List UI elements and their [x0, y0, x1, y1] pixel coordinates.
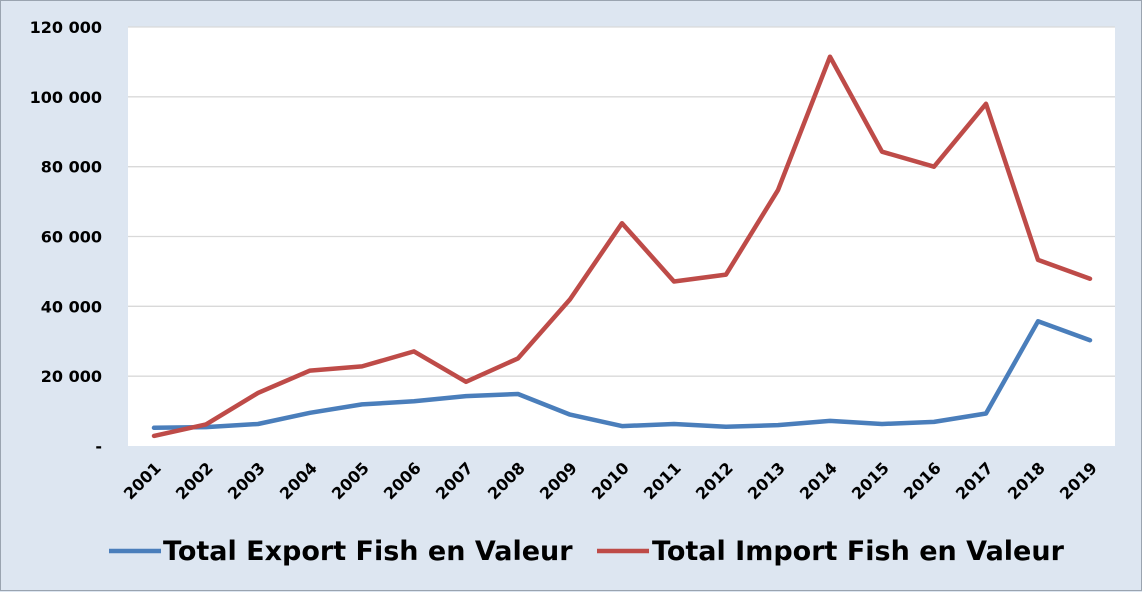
x-tick-label: 2014 — [796, 458, 841, 503]
data-point — [465, 381, 467, 383]
data-point — [985, 413, 987, 415]
data-point — [829, 420, 831, 422]
x-tick-label: 2006 — [380, 458, 425, 503]
data-point — [621, 425, 623, 427]
data-point — [725, 426, 727, 428]
legend-label: Total Export Fish en Valeur — [163, 536, 573, 567]
y-tick-label: 80 000 — [41, 158, 102, 177]
x-tick-label: 2005 — [328, 458, 373, 503]
data-point — [465, 395, 467, 397]
y-tick-label: 120 000 — [30, 18, 102, 37]
x-tick-label: 2011 — [640, 458, 685, 503]
data-point — [257, 392, 259, 394]
x-tick-label: 2015 — [848, 458, 893, 503]
x-tick-label: 2016 — [900, 458, 945, 503]
y-tick-label: 20 000 — [41, 367, 102, 386]
data-point — [621, 222, 623, 224]
x-tick-label: 2010 — [588, 458, 633, 503]
data-point — [829, 56, 831, 58]
data-point — [361, 365, 363, 367]
data-point — [881, 423, 883, 425]
x-tick-label: 2009 — [536, 458, 581, 503]
series-lines — [151, 54, 1093, 439]
data-point — [205, 426, 207, 428]
data-point — [673, 423, 675, 425]
data-point — [881, 151, 883, 153]
data-point — [517, 393, 519, 395]
y-tick-label: - — [95, 437, 102, 456]
data-point — [205, 423, 207, 425]
data-point — [1089, 339, 1091, 341]
data-point — [413, 400, 415, 402]
x-tick-label: 2002 — [172, 458, 217, 503]
data-point — [569, 298, 571, 300]
data-point — [153, 435, 155, 437]
data-point — [1037, 259, 1039, 261]
legend-label: Total Import Fish en Valeur — [652, 536, 1065, 567]
data-point — [725, 274, 727, 276]
data-point — [777, 424, 779, 426]
y-tick-label: 100 000 — [30, 88, 102, 107]
data-point — [1037, 320, 1039, 322]
x-tick-label: 2019 — [1056, 458, 1101, 503]
data-point — [309, 412, 311, 414]
x-axis-ticks: 2001 2002 2003 2004 2005 2006 2007 2008 2009 2010… — [120, 458, 1101, 503]
data-point — [777, 189, 779, 191]
data-point — [517, 357, 519, 359]
data-point — [985, 103, 987, 105]
x-tick-label: 2001 — [120, 458, 165, 503]
y-tick-label: 40 000 — [41, 297, 102, 316]
x-tick-label: 2012 — [692, 458, 737, 503]
data-point — [673, 281, 675, 283]
data-point — [569, 414, 571, 416]
x-tick-label: 2008 — [484, 458, 529, 503]
data-point — [361, 403, 363, 405]
data-point — [153, 427, 155, 429]
x-tick-label: 2017 — [952, 458, 997, 503]
y-tick-label: 60 000 — [41, 228, 102, 247]
x-tick-label: 2004 — [276, 458, 321, 503]
x-tick-label: 2013 — [744, 458, 789, 503]
data-point — [933, 166, 935, 168]
y-axis-ticks: - 20 000 40 000 60 000 80 000 100 000 120 000 — [30, 18, 102, 456]
data-point — [257, 423, 259, 425]
data-point — [413, 350, 415, 352]
x-tick-label: 2007 — [432, 458, 477, 503]
x-tick-label: 2018 — [1004, 458, 1049, 503]
legend: Total Export Fish en Valeur Total Import … — [109, 536, 1065, 567]
data-point — [933, 421, 935, 423]
x-tick-label: 2003 — [224, 458, 269, 503]
data-point — [309, 370, 311, 372]
data-point — [1089, 278, 1091, 280]
